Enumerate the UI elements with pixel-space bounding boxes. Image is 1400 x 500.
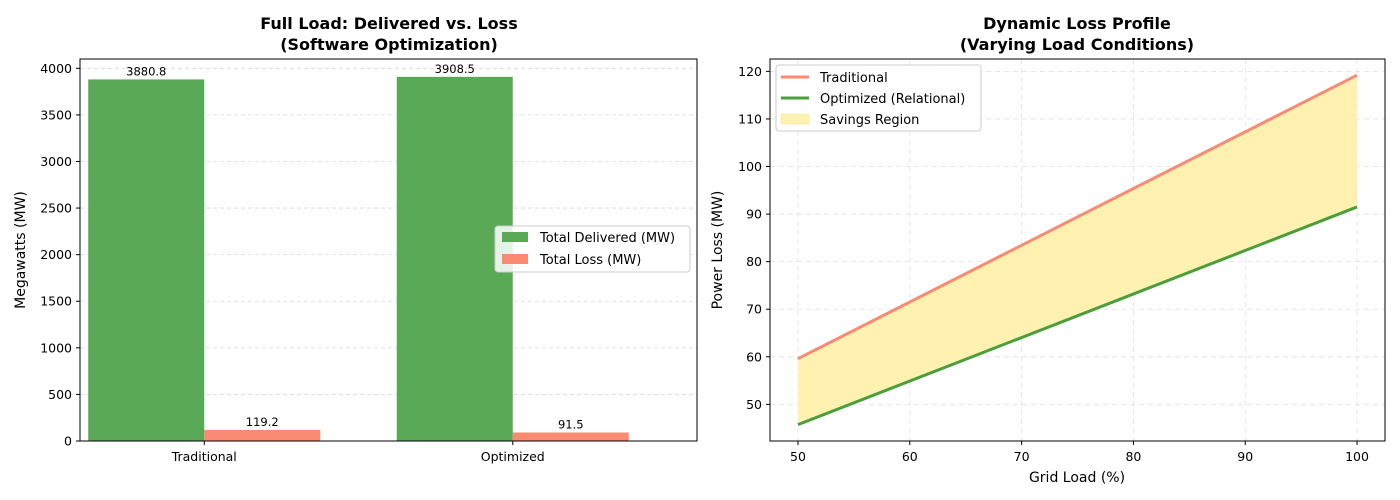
x-tick-label: Optimized <box>481 449 545 464</box>
legend-label-savings: Savings Region <box>820 113 919 128</box>
bar-chart-title: Full Load: Delivered vs. Loss <box>260 14 517 33</box>
line-chart: Dynamic Loss Profile (Varying Load Condi… <box>710 14 1386 486</box>
y-tick-label: 100 <box>738 159 762 174</box>
y-tick-label: 120 <box>738 64 762 79</box>
y-tick-label: 60 <box>746 349 762 364</box>
y-tick-label: 500 <box>48 387 72 402</box>
line-chart-subtitle: (Varying Load Conditions) <box>960 35 1194 54</box>
y-tick-label: 3500 <box>40 107 72 122</box>
legend-label-optimized: Optimized (Relational) <box>820 92 965 107</box>
series-line-optimized <box>797 205 1358 426</box>
y-tick-label: 2500 <box>40 201 72 216</box>
y-tick-label: 70 <box>746 302 762 317</box>
line-chart-legend-box <box>775 64 982 132</box>
bar-traditional-total-loss-mw <box>204 429 321 441</box>
x-tick-label: 100 <box>1345 449 1369 464</box>
bar-chart-legend: Total Delivered (MW) Total Loss (MW) <box>494 225 691 273</box>
savings-region <box>797 75 1358 425</box>
y-tick-label: 80 <box>746 254 762 269</box>
series-line-traditional <box>797 73 1358 361</box>
bar-optimized-total-loss-mw <box>512 432 629 441</box>
data-label: 119.2 <box>246 415 279 429</box>
x-tick-label: Traditional <box>171 449 237 464</box>
y-tick-label: 3000 <box>40 154 72 169</box>
line-chart-title: Dynamic Loss Profile <box>983 14 1171 33</box>
y-tick-label: 2000 <box>40 247 72 262</box>
bar-chart: Full Load: Delivered vs. Loss (Software … <box>13 14 698 464</box>
y-tick-label: 0 <box>64 434 72 449</box>
bar-chart-y-axis-label: Megawatts (MW) <box>13 191 29 309</box>
line-chart-y-axis-label: Power Loss (MW) <box>710 191 726 310</box>
legend-swatch-savings <box>780 113 810 125</box>
bar-chart-plot-frame <box>79 58 698 442</box>
bar-optimized-total-delivered-mw <box>396 76 513 441</box>
legend-label-traditional: Traditional <box>819 71 888 86</box>
legend-swatch-loss <box>502 254 528 264</box>
data-label: 91.5 <box>558 417 584 431</box>
y-tick-label: 50 <box>746 397 762 412</box>
data-label: 3880.8 <box>126 64 166 78</box>
x-tick-label: 90 <box>1237 449 1253 464</box>
legend-label-loss: Total Loss (MW) <box>539 253 641 268</box>
y-tick-label: 90 <box>746 207 762 222</box>
data-label: 3908.5 <box>435 62 475 76</box>
legend-label-delivered: Total Delivered (MW) <box>539 231 675 246</box>
x-tick-label: 50 <box>790 449 806 464</box>
line-chart-x-axis-label: Grid Load (%) <box>1029 470 1125 486</box>
legend-swatch-delivered <box>502 232 528 242</box>
bar-chart-subtitle: (Software Optimization) <box>280 35 498 54</box>
y-tick-label: 4000 <box>40 61 72 76</box>
x-tick-label: 60 <box>902 449 918 464</box>
x-tick-label: 70 <box>1014 449 1030 464</box>
line-chart-legend: Traditional Optimized (Relational) Savin… <box>775 64 982 132</box>
bar-chart-legend-box <box>494 225 691 273</box>
bar-traditional-total-delivered-mw <box>88 79 205 441</box>
y-tick-label: 1000 <box>40 340 72 355</box>
line-chart-plot-frame <box>769 58 1386 442</box>
y-tick-label: 110 <box>738 111 762 126</box>
x-tick-label: 80 <box>1125 449 1141 464</box>
y-tick-label: 1500 <box>40 294 72 309</box>
